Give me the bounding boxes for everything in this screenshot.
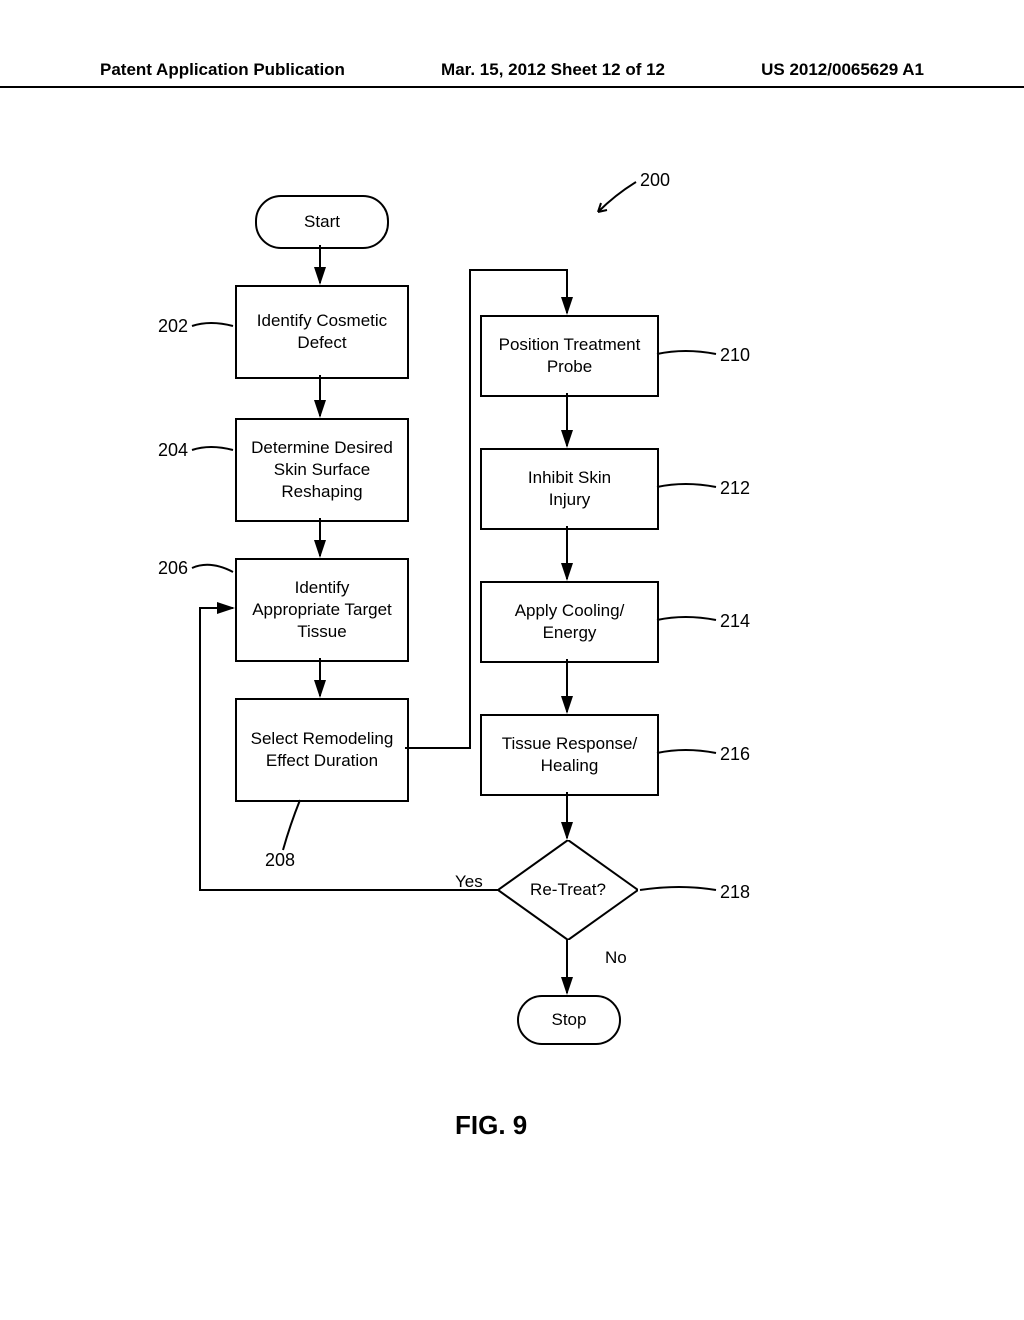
step-216: Tissue Response/Healing	[480, 714, 659, 796]
step-214: Apply Cooling/Energy	[480, 581, 659, 663]
step-208-label: Select RemodelingEffect Duration	[251, 728, 394, 772]
step-202-label: Identify CosmeticDefect	[257, 310, 387, 354]
step-210: Position TreatmentProbe	[480, 315, 659, 397]
step-216-label: Tissue Response/Healing	[502, 733, 637, 777]
start-label: Start	[304, 211, 340, 233]
header-left: Patent Application Publication	[100, 60, 345, 80]
step-206-label: IdentifyAppropriate TargetTissue	[252, 577, 392, 643]
stop-terminator: Stop	[517, 995, 621, 1045]
decision-218-label: Re-Treat?	[530, 879, 606, 901]
stop-label: Stop	[552, 1009, 587, 1031]
step-210-label: Position TreatmentProbe	[499, 334, 641, 378]
ref-202: 202	[158, 316, 188, 337]
ref-206: 206	[158, 558, 188, 579]
step-202: Identify CosmeticDefect	[235, 285, 409, 379]
ref-218: 218	[720, 882, 750, 903]
figure-ref-200: 200	[640, 170, 670, 191]
ref-210: 210	[720, 345, 750, 366]
header-right: US 2012/0065629 A1	[761, 60, 924, 80]
figure-caption: FIG. 9	[455, 1110, 527, 1141]
step-208: Select RemodelingEffect Duration	[235, 698, 409, 802]
ref-208: 208	[265, 850, 295, 871]
ref-212: 212	[720, 478, 750, 499]
step-204-label: Determine DesiredSkin SurfaceReshaping	[251, 437, 393, 503]
ref-204: 204	[158, 440, 188, 461]
ref-214: 214	[720, 611, 750, 632]
step-204: Determine DesiredSkin SurfaceReshaping	[235, 418, 409, 522]
start-terminator: Start	[255, 195, 389, 249]
yes-label: Yes	[455, 872, 483, 892]
no-label: No	[605, 948, 627, 968]
step-212: Inhibit SkinInjury	[480, 448, 659, 530]
step-206: IdentifyAppropriate TargetTissue	[235, 558, 409, 662]
step-214-label: Apply Cooling/Energy	[515, 600, 625, 644]
ref-216: 216	[720, 744, 750, 765]
step-212-label: Inhibit SkinInjury	[528, 467, 611, 511]
decision-218: Re-Treat?	[498, 840, 638, 940]
flowchart: Start Identify CosmeticDefect 202 Determ…	[0, 140, 1024, 1240]
header-center: Mar. 15, 2012 Sheet 12 of 12	[441, 60, 665, 80]
page-header: Patent Application Publication Mar. 15, …	[0, 60, 1024, 88]
connectors	[0, 140, 1024, 1240]
